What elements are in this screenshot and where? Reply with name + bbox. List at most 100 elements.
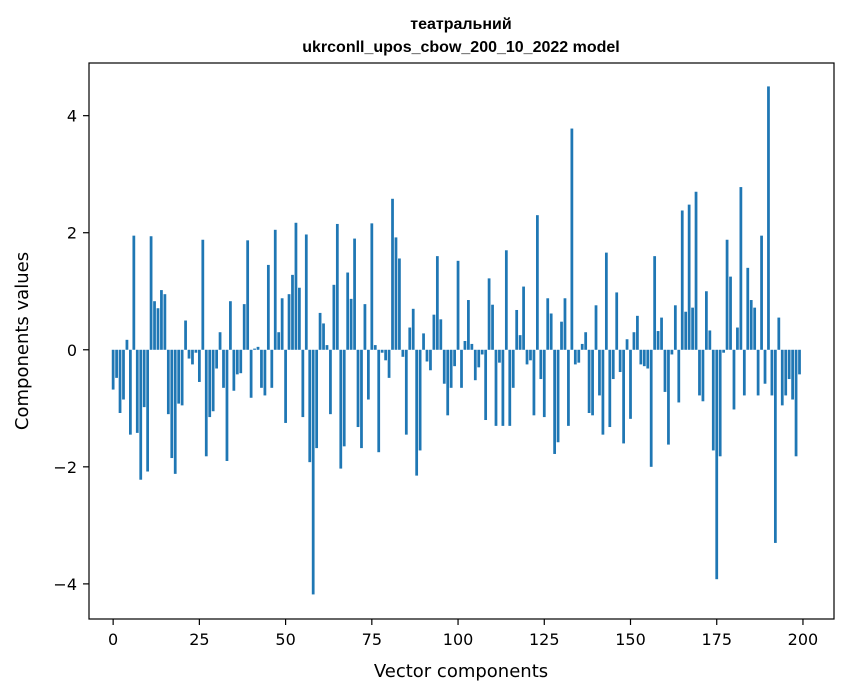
bar-125 (542, 349, 546, 418)
x-tick-label: 125 (529, 630, 560, 649)
bar-37 (239, 349, 243, 374)
bar-66 (339, 349, 343, 469)
bar-62 (325, 345, 329, 350)
bar-103 (467, 300, 470, 350)
bar-81 (391, 198, 394, 350)
bar-28 (208, 349, 212, 418)
bar-14 (160, 290, 163, 350)
bar-149 (625, 339, 629, 350)
bar-182 (739, 187, 743, 350)
bar-136 (580, 343, 584, 350)
bar-195 (784, 349, 788, 396)
bar-87 (411, 308, 415, 350)
y-tick-label: 2 (67, 224, 77, 243)
bar-6 (132, 235, 136, 350)
bar-196 (787, 349, 791, 380)
bar-172 (705, 291, 708, 350)
bar-31 (218, 332, 222, 350)
bar-20 (180, 349, 184, 406)
bar-52 (291, 274, 294, 350)
bar-68 (346, 272, 350, 350)
bar-39 (246, 240, 250, 350)
bar-122 (532, 349, 536, 416)
bar-13 (156, 308, 160, 350)
bar-8 (139, 349, 143, 480)
bar-63 (329, 349, 332, 415)
bar-189 (763, 349, 767, 384)
bar-198 (794, 349, 798, 457)
bar-158 (656, 331, 660, 350)
bar-154 (642, 349, 646, 367)
bar-131 (563, 298, 567, 350)
bar-85 (404, 349, 408, 435)
bar-133 (570, 128, 574, 350)
bar-24 (194, 349, 198, 353)
bar-91 (425, 349, 429, 362)
bar-152 (636, 315, 639, 350)
bar-167 (687, 204, 691, 350)
x-tick-label: 0 (108, 630, 118, 649)
bar-179 (729, 276, 732, 350)
bar-139 (591, 349, 594, 416)
x-tick-label: 150 (615, 630, 646, 649)
bar-80 (387, 349, 391, 378)
bar-97 (446, 349, 450, 416)
bar-44 (263, 349, 267, 396)
bar-3 (122, 349, 125, 400)
bar-45 (266, 264, 270, 350)
bar-25 (197, 349, 201, 382)
bar-26 (201, 239, 205, 350)
bar-181 (736, 327, 739, 350)
bar-144 (608, 349, 612, 428)
bar-15 (163, 294, 167, 350)
bar-83 (398, 258, 401, 350)
chart-title: театральний (410, 16, 511, 33)
bar-110 (491, 304, 494, 350)
bar-190 (767, 86, 770, 350)
bar-135 (577, 349, 581, 363)
bar-114 (504, 250, 508, 350)
bar-156 (649, 349, 653, 467)
bar-22 (187, 349, 191, 359)
bar-186 (753, 307, 757, 350)
y-tick-label: 0 (67, 341, 77, 360)
bar-79 (384, 349, 387, 361)
bar-138 (587, 349, 591, 413)
bar-60 (318, 312, 322, 350)
bar-137 (584, 332, 588, 350)
bar-115 (508, 349, 512, 426)
bar-104 (470, 343, 474, 350)
x-tick-label: 25 (189, 630, 209, 649)
bar-86 (408, 327, 412, 350)
bar-4 (125, 339, 129, 350)
bar-93 (432, 314, 436, 350)
bar-113 (501, 349, 505, 426)
bar-27 (204, 349, 208, 457)
bar-197 (791, 349, 794, 400)
bar-53 (294, 222, 298, 350)
chart-subtitle: ukrconll_upos_cbow_200_10_2022 model (302, 39, 619, 56)
bar-168 (691, 307, 694, 350)
x-axis-label: Vector components (374, 661, 548, 682)
bar-147 (618, 349, 622, 373)
bar-35 (232, 349, 236, 391)
bar-163 (673, 305, 677, 350)
bar-59 (315, 349, 319, 449)
bar-162 (670, 349, 674, 355)
bar-19 (177, 349, 181, 404)
bar-65 (335, 223, 339, 350)
bar-193 (777, 317, 781, 350)
bar-78 (380, 349, 384, 353)
bar-177 (722, 349, 726, 353)
bar-151 (632, 332, 636, 350)
bar-2 (118, 349, 122, 413)
bar-169 (694, 191, 698, 350)
bar-160 (663, 349, 667, 392)
bar-119 (522, 286, 525, 350)
bar-33 (225, 349, 229, 461)
bar-192 (773, 349, 777, 543)
bar-116 (511, 349, 515, 388)
bar-89 (418, 349, 422, 451)
bar-47 (273, 229, 277, 350)
bar-36 (235, 349, 239, 375)
